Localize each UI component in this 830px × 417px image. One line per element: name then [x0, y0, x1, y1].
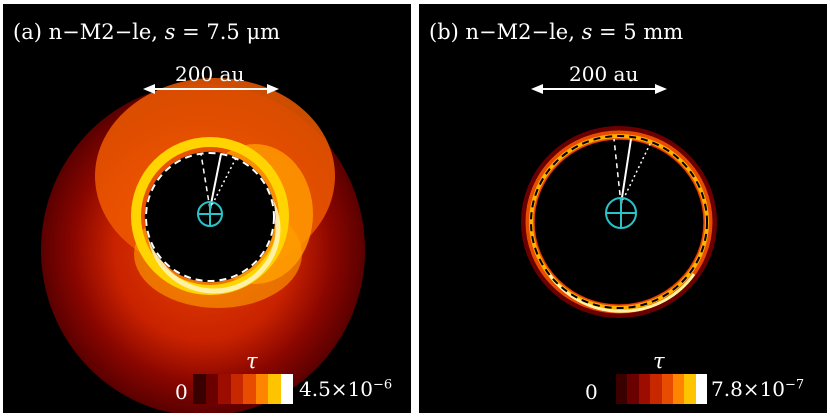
scale-arrow-right-icon	[267, 84, 279, 94]
colorbar-segment	[661, 374, 673, 404]
disk-map-a	[41, 78, 365, 413]
panel-a: (a) n−M2−le, s = 7.5 μm 200 au τ 0 4.5×1…	[3, 4, 411, 413]
colorbar-segment	[205, 374, 218, 404]
colorbar-segment	[638, 374, 651, 404]
panel-b: (b) n−M2−le, s = 5 mm 200 au τ 0 7.8×10−…	[419, 4, 827, 413]
dashed-line	[200, 153, 211, 210]
scale-label: 200 au	[569, 62, 639, 86]
colorbar-min-label: 0	[585, 380, 598, 404]
colorbar-segment	[616, 374, 628, 404]
colorbar	[616, 374, 707, 404]
planet-orbit	[530, 135, 708, 309]
dashed-line	[613, 138, 622, 205]
colorbar-segment	[230, 374, 243, 404]
colorbar-segment	[218, 374, 231, 404]
colorbar-max-label: 4.5×10−6	[299, 377, 393, 401]
colorbar-segment	[255, 374, 268, 404]
colorbar-segment	[243, 374, 256, 404]
colorbar-segment	[695, 374, 707, 404]
planet-direction-line	[209, 153, 222, 210]
disk-map-b	[521, 84, 717, 318]
colorbar-segment	[268, 374, 281, 404]
planet-orbit	[145, 152, 275, 282]
planet-direction-line	[620, 138, 632, 205]
scale-arrow-right-icon	[655, 84, 667, 94]
colorbar-segment	[650, 374, 662, 404]
colorbar-segment	[280, 374, 293, 404]
colorbar-segment	[684, 374, 696, 404]
colorbar-min-label: 0	[175, 380, 188, 404]
colorbar-segment	[627, 374, 639, 404]
colorbar-segment	[672, 374, 685, 404]
dotted-line	[620, 141, 652, 205]
panel-title: (a) n−M2−le, s = 7.5 μm	[13, 20, 281, 44]
colorbar-symbol: τ	[246, 349, 258, 373]
scale-arrow-left-icon	[143, 84, 155, 94]
colorbar-max-label: 7.8×10−7	[711, 377, 805, 401]
scale-label: 200 au	[175, 62, 245, 86]
colorbar-segment	[193, 374, 206, 404]
scale-arrow-left-icon	[531, 84, 543, 94]
colorbar-symbol: τ	[653, 349, 665, 373]
panel-title: (b) n−M2−le, s = 5 mm	[429, 20, 684, 44]
colorbar	[193, 374, 293, 404]
